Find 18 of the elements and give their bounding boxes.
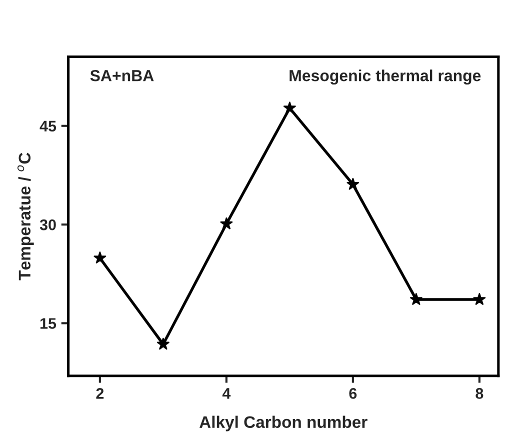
x-axis-title: Alkyl Carbon number — [200, 416, 368, 432]
y-tick-label: 15 — [40, 318, 56, 329]
point — [346, 178, 360, 190]
point — [410, 292, 423, 306]
y-tick-label: 45 — [40, 120, 56, 132]
x-tick-label: 4 — [222, 388, 231, 399]
point — [93, 251, 106, 264]
x-tick-label: 6 — [349, 388, 357, 399]
annotation: SA+nBA — [90, 70, 154, 82]
y-axis-title: Temperatue / $^{o}$C — [17, 152, 34, 280]
point — [156, 337, 170, 350]
point — [472, 292, 486, 306]
point — [220, 217, 233, 230]
y-tick-label: 30 — [40, 219, 56, 230]
x-tick-label: 8 — [476, 388, 484, 399]
point — [283, 101, 296, 114]
annotation: Mesogenic thermal range — [290, 70, 481, 85]
x-tick-label: 2 — [96, 388, 104, 399]
